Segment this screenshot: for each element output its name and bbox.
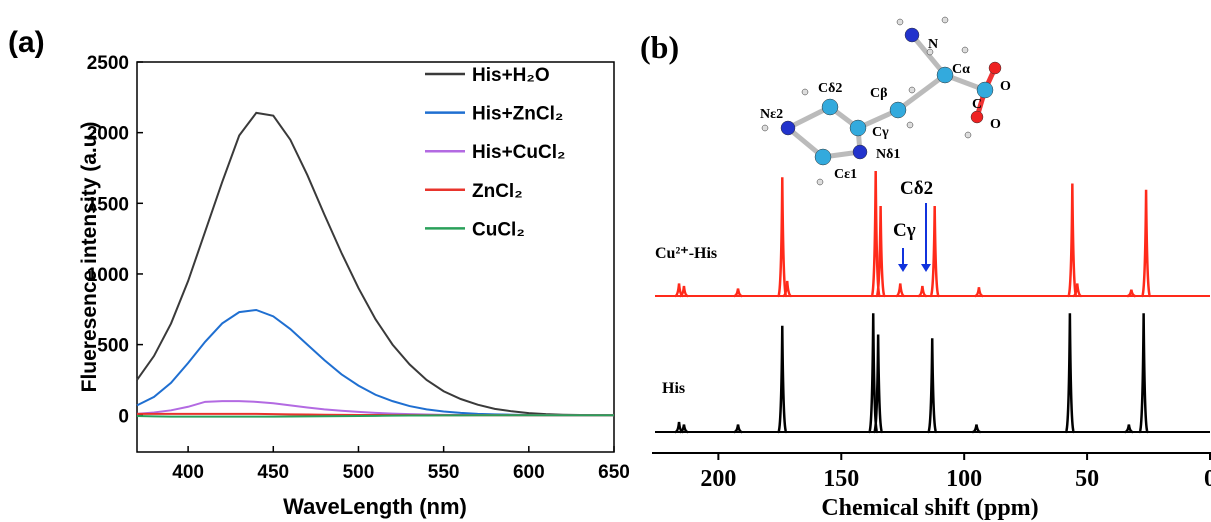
data-line bbox=[137, 415, 614, 416]
atom-label: Cε1 bbox=[834, 167, 857, 182]
x-tick-label: 0 bbox=[1204, 466, 1211, 492]
arrow-head bbox=[898, 264, 908, 272]
peak bbox=[1125, 425, 1133, 433]
atom-label: Cγ bbox=[872, 125, 889, 140]
atom-label: Cα bbox=[952, 62, 970, 77]
panel-label: (a) bbox=[8, 26, 45, 59]
peak bbox=[1142, 190, 1150, 296]
peak bbox=[778, 177, 786, 296]
x-tick-label: 50 bbox=[1075, 466, 1099, 492]
peak bbox=[896, 284, 904, 297]
peak-annotation: Cγ bbox=[893, 220, 916, 241]
x-tick-label: 500 bbox=[343, 462, 375, 483]
y-tick-label: 2000 bbox=[87, 124, 129, 145]
data-line bbox=[137, 310, 614, 415]
x-tick-label: 100 bbox=[946, 466, 982, 492]
x-tick-label: 600 bbox=[513, 462, 545, 483]
x-axis-label: WaveLength (nm) bbox=[283, 494, 467, 519]
peak bbox=[778, 326, 786, 432]
atom-label: Cβ bbox=[870, 86, 888, 101]
y-tick-label: 1500 bbox=[87, 194, 129, 215]
legend-label: His+ZnCl₂ bbox=[472, 104, 563, 125]
y-tick-label: 1000 bbox=[87, 265, 129, 286]
x-tick-label: 400 bbox=[172, 462, 204, 483]
peak bbox=[972, 425, 980, 433]
x-tick-label: 450 bbox=[257, 462, 289, 483]
x-axis-label: Chemical shift (ppm) bbox=[821, 495, 1038, 521]
peak bbox=[1140, 313, 1148, 432]
figure: (a) WaveLength (nm) Flueresence intensit… bbox=[0, 0, 1211, 522]
panel-label: (b) bbox=[640, 29, 679, 65]
atom-label: C bbox=[972, 97, 982, 112]
trace-label: His bbox=[662, 380, 685, 397]
y-tick-label: 2500 bbox=[87, 53, 129, 74]
peak bbox=[1066, 313, 1074, 432]
atom-label: O bbox=[990, 117, 1001, 132]
peak bbox=[928, 338, 936, 432]
atom-label: Nδ1 bbox=[876, 147, 900, 162]
panel-a: (a) WaveLength (nm) Flueresence intensit… bbox=[8, 26, 630, 519]
peak bbox=[931, 206, 939, 296]
arrow-head bbox=[921, 264, 931, 272]
x-tick-label: 150 bbox=[823, 466, 859, 492]
peak-annotation: Cδ2 bbox=[900, 178, 933, 199]
legend-label: His+CuCl₂ bbox=[472, 142, 565, 163]
peak bbox=[1068, 184, 1076, 297]
x-tick-label: 200 bbox=[700, 466, 736, 492]
legend-label: His+H₂O bbox=[472, 65, 550, 86]
peak bbox=[975, 287, 983, 296]
atom-label: N bbox=[928, 37, 938, 52]
legend-label: CuCl₂ bbox=[472, 219, 525, 240]
y-tick-label: 0 bbox=[118, 406, 129, 427]
peak bbox=[918, 286, 926, 296]
peak bbox=[734, 289, 742, 297]
molecule bbox=[788, 35, 995, 157]
legend-label: ZnCl₂ bbox=[472, 181, 523, 202]
trace-label: Cu²⁺-His bbox=[655, 245, 717, 262]
peak bbox=[734, 425, 742, 433]
atom-label: O bbox=[1000, 79, 1011, 94]
y-tick-label: 500 bbox=[97, 336, 129, 357]
atom-label: Cδ2 bbox=[818, 81, 842, 96]
panel-b: (b) Chemical shift (ppm) 200 150 100 50 0 Cu²… bbox=[640, 17, 1211, 521]
x-tick-label: 550 bbox=[428, 462, 460, 483]
atom-label: Nε2 bbox=[760, 107, 783, 122]
x-tick-label: 650 bbox=[598, 462, 630, 483]
